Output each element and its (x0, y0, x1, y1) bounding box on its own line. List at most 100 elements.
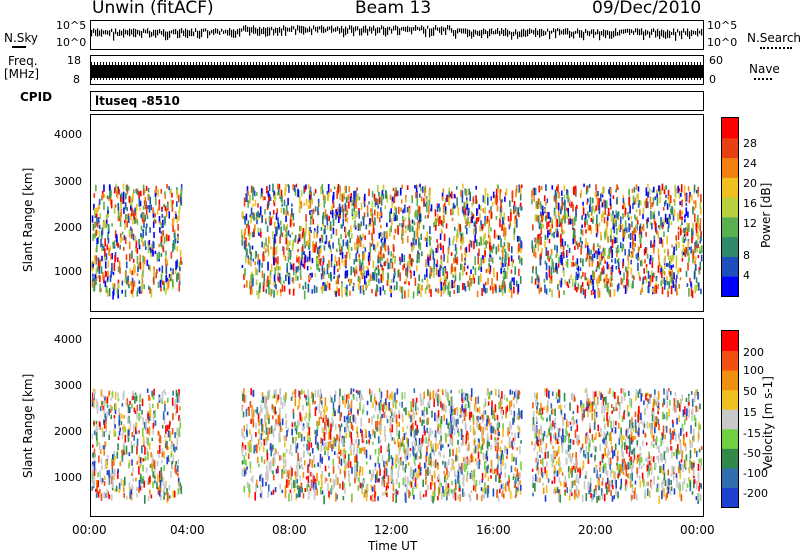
velocity-cell (246, 481, 249, 488)
power-cell (425, 259, 427, 268)
power-cell (668, 260, 671, 269)
power-cell (150, 252, 152, 257)
power-cell (429, 272, 431, 279)
power-cell (539, 256, 542, 266)
nave-bar (277, 62, 278, 80)
power-cell (581, 241, 583, 245)
power-cell (132, 233, 135, 241)
velocity-cell (622, 388, 625, 396)
power-cell (344, 227, 347, 236)
power-cell (532, 245, 535, 253)
power-cell (362, 244, 365, 249)
nsky-sample (173, 29, 175, 35)
power-cell (586, 280, 589, 286)
velocity-cell (343, 441, 346, 445)
velocity-cell (680, 399, 682, 406)
nave-bar (115, 62, 116, 80)
velocity-cell (511, 390, 514, 395)
nsky-sample (679, 31, 681, 36)
power-cell (245, 255, 247, 264)
power-cell (679, 277, 682, 281)
power-cell (601, 252, 603, 261)
power-cell (322, 255, 325, 259)
power-cell (624, 207, 627, 215)
velocity-cell (461, 470, 463, 475)
power-cell (164, 216, 166, 224)
power-cell (148, 285, 150, 291)
nsky-sample (405, 26, 407, 32)
power-cell (136, 290, 139, 297)
power-cell (605, 200, 608, 209)
power-cell (448, 191, 451, 198)
power-cell (308, 227, 311, 236)
velocity-cell (671, 449, 673, 455)
power-cell (378, 278, 380, 284)
power-cell (360, 202, 363, 210)
power-cell (390, 208, 392, 214)
nsky-sample (701, 28, 703, 36)
power-cell (534, 278, 537, 285)
power-cell (272, 247, 275, 254)
power-cell (346, 239, 349, 248)
power-cell (460, 236, 462, 242)
velocity-cell (550, 454, 553, 462)
power-cell (635, 184, 638, 191)
nsky-sample (141, 31, 143, 38)
power-cell (105, 223, 108, 228)
power-cell (507, 215, 510, 222)
power-cell (286, 239, 289, 249)
power-cell (145, 206, 148, 216)
power-cell (421, 284, 423, 291)
nsky-sample (105, 29, 107, 35)
velocity-cell (354, 416, 357, 424)
nsky-sample (183, 30, 185, 36)
nsky-sample (145, 29, 147, 34)
power-cell (358, 238, 360, 244)
velocity-cell (551, 458, 554, 468)
power-cell (456, 197, 458, 206)
power-cell (342, 209, 345, 218)
nsky-sample (93, 28, 95, 33)
power-cell (574, 206, 577, 212)
power-cell (619, 216, 622, 224)
velocity-cell (402, 426, 404, 433)
power-cell (560, 280, 562, 288)
velocity-cell (438, 478, 441, 486)
power-cell (509, 208, 512, 215)
power-cell (648, 281, 650, 287)
nave-bar (97, 62, 98, 80)
power-cell (581, 281, 584, 287)
velocity-cell (288, 469, 291, 475)
nsky-sample (161, 30, 163, 35)
velocity-cell (402, 441, 404, 447)
power-cell (276, 208, 279, 214)
velocity-cell (272, 474, 275, 481)
power-cell (356, 210, 358, 218)
power-cell (300, 190, 303, 197)
power-cell (177, 223, 179, 231)
power-cell (364, 235, 366, 240)
power-cell (510, 211, 512, 221)
power-cell (598, 274, 601, 284)
power-cell (426, 278, 429, 284)
velocity-cell (428, 461, 430, 466)
velocity-cell (538, 429, 541, 438)
power-cell (172, 268, 174, 275)
power-cell (497, 185, 499, 190)
power-cell (162, 230, 165, 237)
nave-bar (460, 62, 461, 80)
power-cell (566, 212, 569, 219)
power-cell (106, 276, 109, 281)
nsky-sample (275, 27, 277, 33)
power-cell (443, 253, 445, 262)
power-cell (633, 275, 635, 281)
power-cell (470, 269, 472, 275)
power-cell (482, 208, 485, 213)
power-cell (131, 207, 133, 217)
power-cell (412, 291, 415, 299)
power-cbar-tick-24: 24 (743, 157, 757, 170)
power-cell (314, 206, 317, 212)
velocity-cell (392, 400, 395, 408)
power-cell (311, 198, 314, 205)
nave-bar (253, 62, 254, 80)
